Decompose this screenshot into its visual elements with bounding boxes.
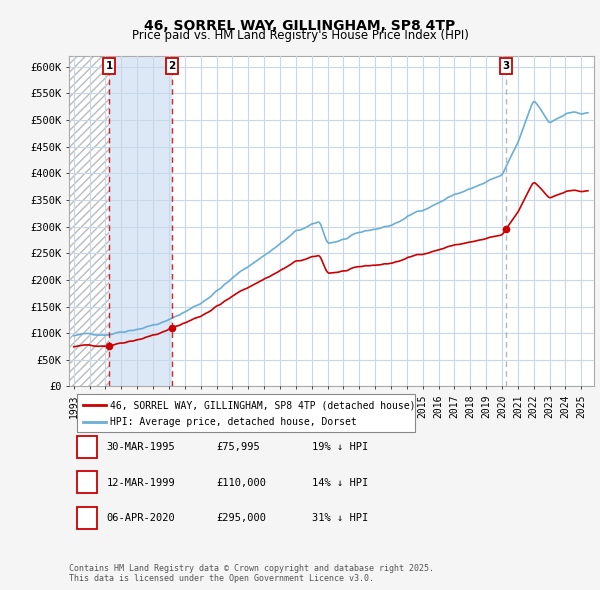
Text: 2: 2 — [84, 478, 90, 487]
Text: 1: 1 — [84, 442, 90, 452]
Text: £110,000: £110,000 — [216, 478, 266, 487]
Text: £295,000: £295,000 — [216, 513, 266, 523]
Text: 46, SORREL WAY, GILLINGHAM, SP8 4TP (detached house): 46, SORREL WAY, GILLINGHAM, SP8 4TP (det… — [110, 400, 415, 410]
Bar — [69, 56, 109, 386]
Text: 1: 1 — [106, 61, 113, 71]
Text: 46, SORREL WAY, GILLINGHAM, SP8 4TP: 46, SORREL WAY, GILLINGHAM, SP8 4TP — [145, 19, 455, 33]
Text: 2: 2 — [169, 61, 176, 71]
Text: £75,995: £75,995 — [216, 442, 260, 452]
Text: 30-MAR-1995: 30-MAR-1995 — [107, 442, 176, 452]
Bar — [172, 56, 594, 386]
Text: 31% ↓ HPI: 31% ↓ HPI — [312, 513, 368, 523]
Text: HPI: Average price, detached house, Dorset: HPI: Average price, detached house, Dors… — [110, 417, 356, 427]
Text: Contains HM Land Registry data © Crown copyright and database right 2025.
This d: Contains HM Land Registry data © Crown c… — [69, 563, 434, 583]
Text: 14% ↓ HPI: 14% ↓ HPI — [312, 478, 368, 487]
Text: 3: 3 — [84, 513, 90, 523]
Text: Price paid vs. HM Land Registry's House Price Index (HPI): Price paid vs. HM Land Registry's House … — [131, 30, 469, 42]
Text: 12-MAR-1999: 12-MAR-1999 — [107, 478, 176, 487]
Text: 19% ↓ HPI: 19% ↓ HPI — [312, 442, 368, 452]
Text: 3: 3 — [503, 61, 510, 71]
Bar — [109, 56, 172, 386]
Text: 06-APR-2020: 06-APR-2020 — [107, 513, 176, 523]
